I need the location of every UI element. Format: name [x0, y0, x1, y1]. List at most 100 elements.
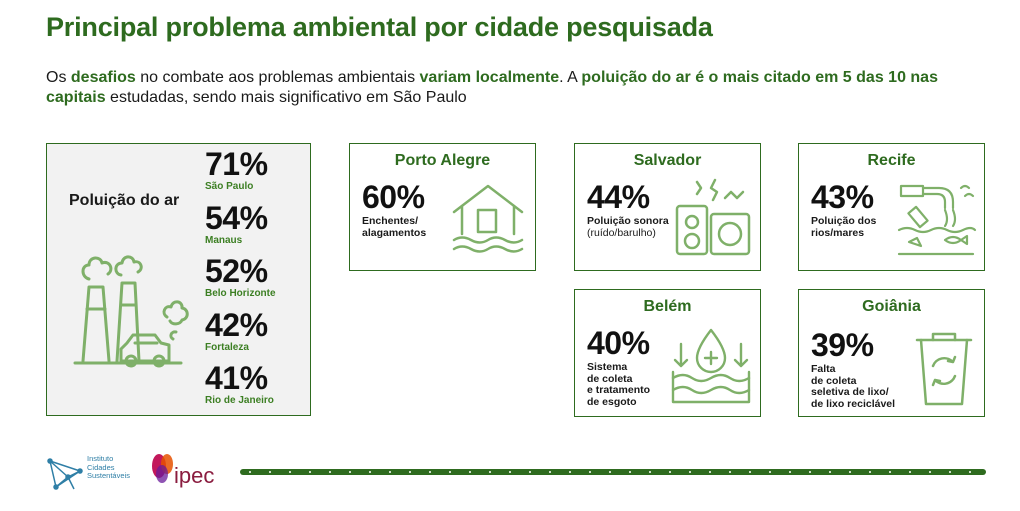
desc-line: de esgoto	[587, 395, 637, 408]
footer-dot	[629, 471, 631, 473]
footer-dot	[729, 471, 731, 473]
list-item: 41% Rio de Janeiro	[205, 362, 276, 416]
city-card-goiania: Goiânia 39% Falta de coleta seletiva de …	[798, 289, 985, 417]
city-card-belem: Belém 40% Sistema de coleta e tratamento…	[574, 289, 761, 417]
air-pct: 54%	[205, 199, 268, 236]
city-name: Belém	[643, 298, 692, 315]
city-name: Porto Alegre	[394, 152, 491, 169]
footer-dot	[389, 471, 391, 473]
desc-line: e tratamento	[587, 384, 651, 396]
city-name: Recife	[867, 152, 916, 169]
desc-line: seletiva de lixo/	[811, 386, 889, 398]
footer-dot	[749, 471, 751, 473]
ipec-logo-mark	[152, 454, 173, 483]
subtitle-highlight: variam localmente	[419, 69, 560, 86]
footer-dots	[249, 471, 971, 473]
city-card-salvador: Salvador 44% Poluição sonora (ruído/baru…	[574, 143, 761, 271]
air-pollution-card: Poluição do ar 71% São Paulo 54% Manaus …	[46, 143, 311, 416]
city-desc: Enchentes/ alagamentos	[362, 215, 427, 239]
footer-dot	[649, 471, 651, 473]
air-city: São Paulo	[205, 181, 254, 192]
city-name: Goiânia	[862, 298, 921, 315]
subtitle-text: estudadas, sendo mais significativo em S…	[105, 89, 467, 106]
footer-dot	[889, 471, 891, 473]
footer-dot	[369, 471, 371, 473]
desc-line: Poluição dos	[811, 215, 877, 227]
footer-dot	[849, 471, 851, 473]
footer-dot	[329, 471, 331, 473]
air-pct: 52%	[205, 253, 268, 289]
speaker-noise-icon	[675, 178, 751, 256]
city-card-recife: Recife 43% Poluição dos rios/mares	[798, 143, 985, 271]
city-desc: Poluição sonora (ruído/barulho)	[587, 215, 669, 239]
air-city: Belo Horizonte	[205, 288, 276, 299]
polluted-water-icon	[897, 184, 977, 256]
footer-dot	[309, 471, 311, 473]
air-pct: 42%	[205, 306, 268, 343]
footer-dot	[829, 471, 831, 473]
footer-dot	[349, 471, 351, 473]
city-desc: Poluição dos rios/mares	[811, 215, 877, 239]
footer-divider	[240, 469, 986, 475]
desc-line: rios/mares	[811, 226, 865, 239]
ics-line: Instituto	[87, 454, 114, 463]
air-pollution-label: Poluição do ar	[69, 192, 180, 209]
subtitle-text: no combate aos problemas ambientais	[135, 69, 420, 86]
city-pct: 60%	[362, 179, 425, 215]
city-desc: Falta de coleta seletiva de lixo/ de lix…	[811, 363, 896, 410]
footer-dot	[449, 471, 451, 473]
list-item: 54% Manaus	[205, 199, 276, 256]
subtitle-text: . A	[559, 69, 582, 86]
subtitle-text: Os	[46, 69, 71, 86]
footer-dot	[689, 471, 691, 473]
footer-dot	[709, 471, 711, 473]
city-name: Salvador	[633, 152, 702, 169]
list-item: 52% Belo Horizonte	[205, 255, 276, 309]
desc-line: de lixo reciclável	[811, 397, 896, 410]
flooded-house-icon	[452, 184, 524, 253]
list-item: 42% Fortaleza	[205, 306, 276, 363]
footer-dot	[789, 471, 791, 473]
air-pollution-list: 71% São Paulo 54% Manaus 52% Belo Horizo…	[205, 148, 276, 416]
footer-dot	[509, 471, 511, 473]
footer-dot	[589, 471, 591, 473]
recycling-bin-icon	[915, 332, 973, 406]
list-item: 71% São Paulo	[205, 148, 276, 202]
city-pct: 39%	[811, 327, 874, 363]
footer-dot	[429, 471, 431, 473]
air-city: Rio de Janeiro	[205, 395, 274, 406]
water-drop-sewage-icon	[671, 328, 751, 404]
ics-logo-text: Instituto Cidades Sustentáveis	[87, 454, 130, 481]
footer-dot	[289, 471, 291, 473]
footer-dot	[569, 471, 571, 473]
footer-dot	[409, 471, 411, 473]
footer-dot	[909, 471, 911, 473]
footer-dot	[609, 471, 611, 473]
ipec-logo-text: ipec	[174, 463, 215, 488]
subtitle-highlight: poluição do ar é o mais citado em 5 das …	[46, 69, 938, 106]
desc-line: Poluição sonora	[587, 215, 669, 227]
page-title: Principal problema ambiental por cidade …	[46, 12, 713, 42]
subtitle-highlight: desafios	[70, 69, 136, 86]
air-city: Fortaleza	[205, 341, 249, 353]
footer-dot	[969, 471, 971, 473]
footer-dot	[269, 471, 271, 473]
air-city: Manaus	[205, 234, 243, 246]
ics-line: Cidades	[87, 462, 115, 472]
instituto-cidades-sustentaveis-logo	[47, 458, 83, 490]
footer-dot	[769, 471, 771, 473]
footer-dot	[249, 471, 251, 473]
footer-dot	[949, 471, 951, 473]
air-pct: 71%	[205, 146, 268, 182]
footer-dot	[669, 471, 671, 473]
desc-line: de coleta	[587, 372, 633, 385]
desc-line: alagamentos	[362, 226, 427, 239]
footer-dot	[929, 471, 931, 473]
factory-smokestacks-icon	[73, 255, 189, 368]
desc-line: de coleta	[811, 374, 857, 387]
page-subtitle: Os desafios no combate aos problemas amb…	[46, 68, 986, 108]
footer-dot	[489, 471, 491, 473]
desc-line: Sistema	[587, 361, 628, 373]
footer-dot	[469, 471, 471, 473]
city-pct: 44%	[587, 179, 650, 215]
